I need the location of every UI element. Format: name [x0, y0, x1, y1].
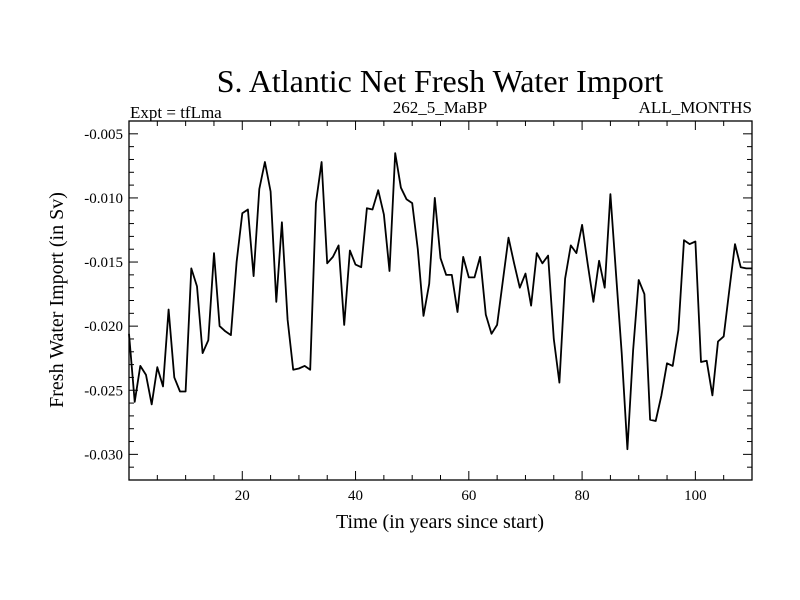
y-axis-label: Fresh Water Import (in Sv): [46, 192, 68, 408]
run-label: 262_5_MaBP: [393, 98, 487, 117]
x-tick-label: 60: [461, 488, 476, 504]
y-tick-label: -0.015: [84, 255, 123, 271]
y-axis: -0.005 -0.010 -0.015 -0.020 -0.025 -0.030: [84, 120, 752, 468]
x-tick-label: 100: [684, 488, 707, 504]
plot-frame: [128, 120, 753, 481]
y-tick-label: -0.010: [84, 191, 123, 207]
x-axis-label: Time (in years since start): [336, 511, 544, 533]
x-tick-label: 20: [235, 488, 250, 504]
x-tick-label: 80: [575, 488, 590, 504]
x-tick-label: 40: [348, 488, 363, 504]
y-tick-label: -0.005: [84, 127, 123, 143]
y-tick-label: -0.030: [84, 447, 123, 463]
experiment-label: Expt = tfLma: [130, 103, 222, 122]
months-label: ALL_MONTHS: [639, 98, 752, 117]
y-tick-label: -0.020: [84, 319, 123, 335]
chart-title: S. Atlantic Net Fresh Water Import: [217, 63, 664, 99]
x-axis: 20 40 60 80 100: [156, 121, 725, 504]
series-line: [128, 152, 752, 451]
y-tick-label: -0.025: [84, 383, 123, 399]
